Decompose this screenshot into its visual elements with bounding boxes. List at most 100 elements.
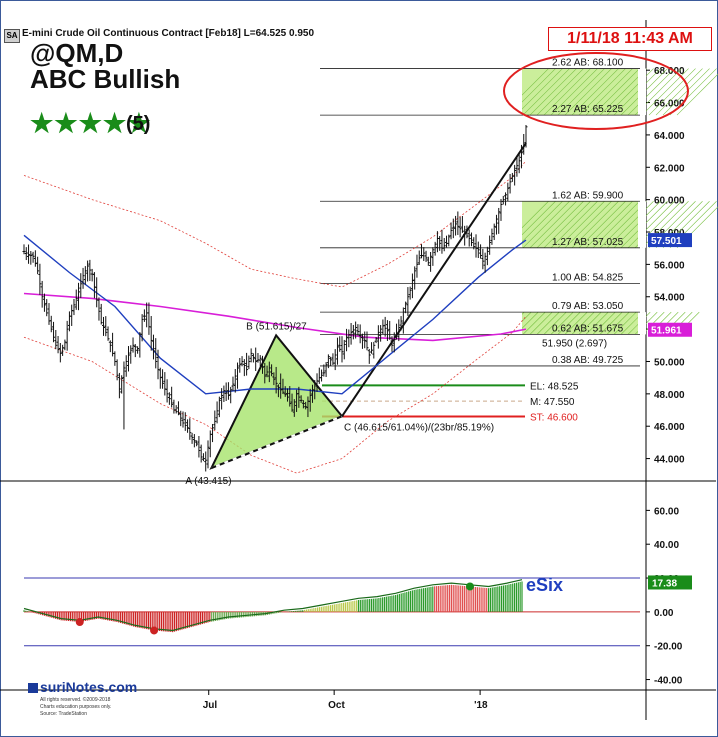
contract-title: E-mini Crude Oil Continuous Contract [Fe… [22,28,315,39]
zone-hatch-line [606,311,630,335]
ticker-label: @QM,D [30,38,124,68]
zone-hatch-line [522,68,570,116]
esix-signal-dot [75,618,84,627]
esix-tick-label: -40.00 [654,676,683,687]
timestamp-box: 1/11/18 11:43 AM [548,27,712,51]
zone-hatch-line [613,68,661,116]
price-tick-label: 64.000 [654,131,685,142]
star-rating-icons: ★★★★★ [30,108,152,138]
esix-signal-dot [465,582,474,591]
time-tick-label: Jul [203,700,218,711]
zone-hatch-line [536,68,584,116]
zone-hatch-line [557,68,605,116]
time-tick-label: Oct [328,700,345,711]
price-tick-label: 60.000 [654,196,685,207]
zone-mask [638,201,646,248]
esix-tick-label: -20.00 [654,642,683,653]
zone-hatch-line [543,201,591,249]
zone-hatch-line [578,311,602,335]
zone-hatch-line [529,201,577,249]
zone-mask [480,68,522,116]
zone-hatch-line [578,201,626,249]
esix-tick-label: 0.00 [654,608,674,619]
zone-hatch-line [613,201,661,249]
last-price-tag [648,233,692,248]
brand-logo: suriNotes.com All rights reserved. ©2009… [28,679,137,733]
zone-hatch-line [592,201,640,249]
zone-hatch-line [557,201,605,249]
price-tick-label: 54.000 [654,293,685,304]
upper-band-line [23,160,527,288]
logo-name: suriNotes.com [40,679,138,695]
magenta-ma-line [23,292,527,342]
esix-name-label: eSix [526,575,563,595]
fib-level-label: 0.79 AB: 53.050 [552,301,624,312]
target-highlight-ellipse [503,52,689,130]
pattern-label: ABC Bullish [30,64,181,94]
trade-level-label: ST: 46.600 [530,413,578,424]
zone-hatch-line [662,68,710,116]
zone-hatch-line [536,201,584,249]
zone-hatch-line [550,68,598,116]
ac-dashed-line [211,415,343,469]
zone-hatch-line [585,201,633,249]
zone-hatch-line [522,311,546,335]
zone-mask [480,312,522,335]
zone-mask [638,312,646,335]
zone-hatch-line [627,68,675,116]
last-price-tag-label: 51.961 [651,326,682,337]
fib-level-label: 1.62 AB: 59.900 [552,190,624,201]
zone-hatch-line [522,201,570,249]
fib-level-label: 2.27 AB: 65.225 [552,104,624,115]
zone-hatch-line [592,311,616,335]
zone-hatch-line [676,73,718,116]
price-tick-label: 46.000 [654,422,685,433]
zone-hatch-line [571,311,595,335]
zone-hatch-line [585,68,633,116]
zone-hatch-line [529,311,553,335]
price-tick-label: 48.000 [654,390,685,401]
zone-hatch-line [515,68,563,116]
esix-signal-line [23,579,523,632]
blue-ma-line [23,234,527,395]
price-tick-label: 62.000 [654,163,685,174]
zone-hatch-line [627,201,675,249]
esix-tick-label: 40.00 [654,540,679,551]
fib-level-label: 1.27 AB: 57.025 [552,237,624,248]
last-price-tag-label: 57.501 [651,236,682,247]
zone-hatch-line [564,68,612,116]
target-zone [522,312,638,335]
zone-mask [638,68,646,116]
price-tick-label: 68.000 [654,66,685,77]
fib-level-label: 1.00 AB: 54.825 [552,272,624,283]
zone-hatch-line [592,68,640,116]
fib-level-label: 0.62 AB: 51.675 [552,323,624,334]
esix-tick-label: 60.00 [654,506,679,517]
fib-level-label: 0.38 AB: 49.725 [552,355,624,366]
esix-last-tag [648,575,692,590]
zone-hatch-line [571,201,619,249]
logo-copyright: All rights reserved. ©2009-2018 [40,697,111,703]
price-tick-label: 50.000 [654,357,685,368]
point-c-label: C (46.615/61.04%)/(23br/85.19%) [344,422,494,433]
esix-signal-dot [150,626,159,635]
price-tick-label: 56.000 [654,260,685,271]
fib-level-label: 2.62 AB: 68.100 [552,58,624,69]
zone-hatch-line [585,311,609,335]
point-a-label: A (43.415) [185,476,231,487]
zone-hatch-line [529,68,577,116]
zone-hatch-line [571,68,619,116]
zone-hatch-line [557,311,581,335]
zone-hatch-line [564,201,612,249]
zone-hatch-line [550,311,574,335]
zone-hatch-line [648,68,696,116]
zone-hatch-line [543,311,567,335]
zone-hatch-line [515,201,563,249]
zone-hatch-line [564,311,588,335]
rating-count: (5) [126,113,151,135]
point-b-label: B (51.615)/27 [246,321,307,332]
esix-last-tag-label: 17.38 [652,578,677,589]
price-tick-label: 66.000 [654,99,685,110]
zone-hatch-line [655,68,703,116]
